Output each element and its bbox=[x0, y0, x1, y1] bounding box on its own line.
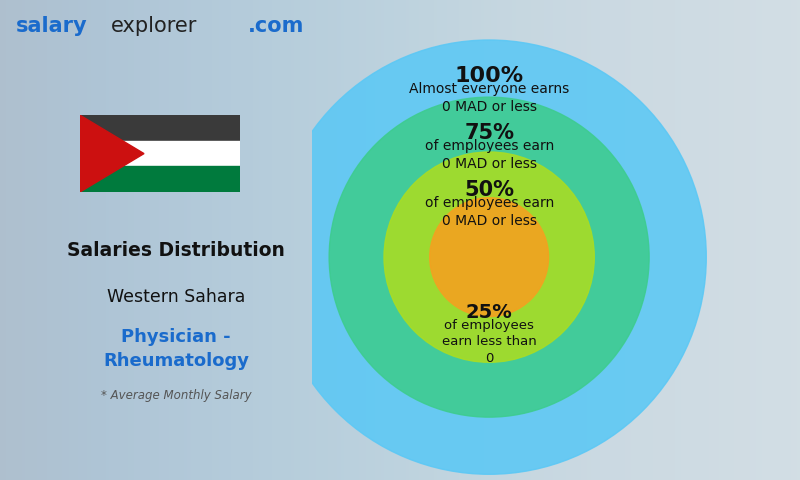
Text: 75%: 75% bbox=[464, 123, 514, 144]
Bar bbox=[80, 167, 240, 192]
Circle shape bbox=[329, 97, 649, 417]
Text: salary: salary bbox=[16, 16, 88, 36]
Text: ★: ★ bbox=[186, 142, 195, 152]
Text: 50%: 50% bbox=[464, 180, 514, 200]
Text: explorer: explorer bbox=[110, 16, 197, 36]
Polygon shape bbox=[80, 115, 144, 192]
Bar bbox=[80, 141, 240, 167]
Text: 25%: 25% bbox=[466, 303, 513, 322]
Text: Physician -
Rheumatology: Physician - Rheumatology bbox=[103, 328, 249, 370]
Text: 100%: 100% bbox=[454, 66, 524, 86]
Text: Western Sahara: Western Sahara bbox=[107, 288, 245, 306]
Text: * Average Monthly Salary: * Average Monthly Salary bbox=[101, 389, 251, 402]
Circle shape bbox=[430, 198, 549, 317]
Text: Salaries Distribution: Salaries Distribution bbox=[67, 241, 285, 260]
Text: Almost everyone earns
0 MAD or less: Almost everyone earns 0 MAD or less bbox=[409, 82, 570, 114]
Circle shape bbox=[272, 40, 706, 474]
Text: of employees earn
0 MAD or less: of employees earn 0 MAD or less bbox=[425, 140, 554, 171]
Text: of employees earn
0 MAD or less: of employees earn 0 MAD or less bbox=[425, 196, 554, 228]
Text: .com: .com bbox=[248, 16, 304, 36]
Circle shape bbox=[384, 152, 594, 362]
Text: of employees
earn less than
0: of employees earn less than 0 bbox=[442, 319, 537, 365]
Bar bbox=[80, 115, 240, 141]
Text: ☽: ☽ bbox=[158, 143, 174, 161]
